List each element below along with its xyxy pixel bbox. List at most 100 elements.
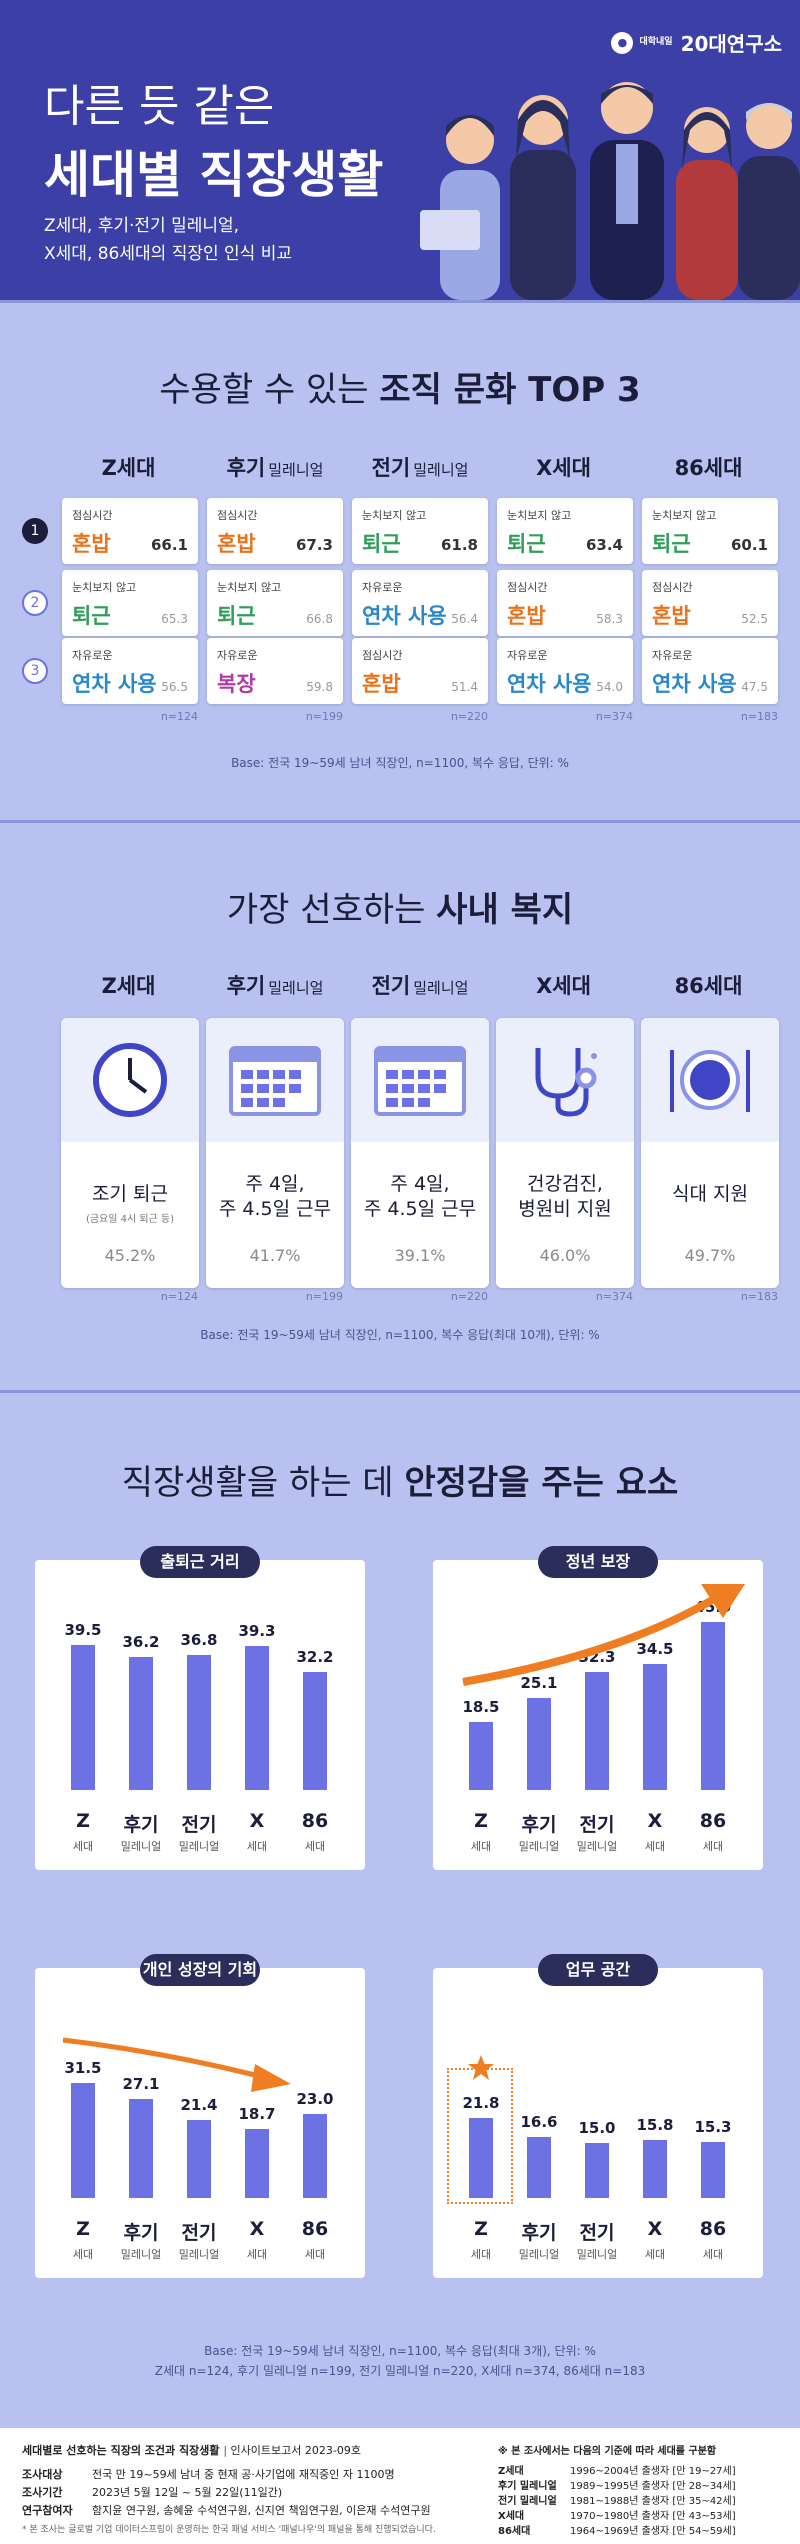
culture-base-note: Base: 전국 19~59세 남녀 직장인, n=1100, 복수 응답, 단… (231, 756, 569, 770)
culture-card-label: 점심시간 (652, 581, 693, 594)
culture-card-value: 51.4 (451, 680, 478, 694)
welfare-section-title: 가장 선호하는 사내 복지 (0, 882, 800, 931)
panel-title: 정년 보장 (538, 1546, 658, 1578)
hero-subtitle: Z세대, 후기·전기 밀레니얼, X세대, 86세대의 직장인 인식 비교 (44, 212, 292, 268)
panel-title: 개인 성장의 기회 (140, 1954, 260, 1986)
chart-bar (701, 1621, 725, 1790)
welfare-item-name: 식대 지원 (641, 1182, 779, 1207)
welfare-item-percent: 45.2% (104, 1246, 156, 1265)
generation-name: 86세대 (674, 456, 743, 480)
chart-bar (187, 2119, 211, 2198)
generation-name: 후기 (226, 974, 266, 998)
generation-header: 후기 밀레니얼 (205, 970, 345, 1000)
x-tick-sublabel: 세대 (702, 2248, 724, 2261)
x-tick-sublabel: 세대 (702, 1840, 724, 1853)
bar-value-label: 21.8 (462, 2094, 500, 2113)
chart-bar (527, 2137, 551, 2198)
footer-row-key: 조사대상 (22, 2468, 63, 2481)
culture-card-label: 자유로운 (507, 649, 548, 662)
culture-card-label: 자유로운 (217, 649, 258, 662)
chart-bar (585, 1671, 609, 1790)
hero-banner: ● 대학내일 20대연구소 다른 듯 같은 세대별 직장생활 Z세대, 후기·전… (0, 0, 800, 300)
generation-name: 86세대 (674, 974, 743, 998)
culture-card-label: 눈치보지 않고 (362, 509, 427, 522)
culture-card-label: 자유로운 (362, 581, 403, 594)
culture-card: 눈치보지 않고 퇴근 63.4 (497, 498, 633, 564)
culture-card-value: 67.3 (295, 536, 333, 554)
footer-gen-value: 1964~1969년 출생자 [만 54~59세] (570, 2526, 736, 2537)
culture-card-value: 61.8 (440, 536, 478, 554)
x-tick-label: 후기 (521, 2222, 557, 2244)
chart-bar (187, 1655, 211, 1790)
footer-title: 세대별로 선호하는 직장의 조건과 직장생활 (22, 2444, 220, 2457)
footer-row-key: 연구참여자 (22, 2504, 73, 2517)
culture-card-label: 점심시간 (217, 509, 258, 522)
x-tick-label: 86 (699, 1810, 727, 1832)
chart-bar (527, 1697, 551, 1790)
culture-card-name: 연차 사용 (507, 672, 592, 696)
chart-bar (71, 1645, 95, 1790)
x-tick-label: X (249, 1810, 265, 1832)
culture-card: 눈치보지 않고 퇴근 66.8 (207, 570, 343, 636)
sample-size: n=199 (305, 710, 343, 723)
culture-card-name: 혼밥 (217, 532, 256, 556)
rank-badge: 3 (22, 658, 48, 684)
welfare-item-name: 주 4일, 주 4.5일 근무 (206, 1172, 344, 1222)
bar-value-label: 15.0 (578, 2119, 616, 2137)
x-tick-sublabel: 세대 (644, 1840, 666, 1853)
culture-title-bold: 조직 문화 TOP 3 (379, 370, 641, 410)
x-tick-label: Z (76, 1810, 90, 1832)
welfare-item-line2: 주 4.5일 근무 (218, 1198, 332, 1220)
culture-card: 눈치보지 않고 퇴근 65.3 (62, 570, 198, 636)
culture-card-name: 퇴근 (652, 532, 691, 556)
bar-value-label: 15.3 (694, 2117, 732, 2136)
sample-size: n=220 (450, 710, 488, 723)
welfare-icon-area (61, 1018, 199, 1142)
chart-bar (303, 2113, 327, 2198)
welfare-icon-area (351, 1018, 489, 1142)
panel-title: 업무 공간 (538, 1954, 658, 1986)
culture-card-value: 63.4 (585, 536, 623, 554)
bar-value-label: 25.1 (520, 1673, 558, 1692)
culture-card-name: 혼밥 (652, 604, 691, 628)
x-tick-label: 86 (301, 2218, 329, 2240)
sample-size: n=199 (305, 1290, 343, 1303)
footer-gen-key: X세대 (498, 2511, 525, 2522)
culture-card-name: 연차 사용 (362, 604, 447, 628)
bar-value-label: 34.5 (636, 1639, 674, 1658)
welfare-item-line2: 병원비 지원 (518, 1198, 612, 1220)
chart-bar (245, 1645, 269, 1790)
x-tick-sublabel: 세대 (470, 1840, 492, 1853)
brand-name: 20대연구소 (680, 32, 782, 56)
hero-subtitle-line1: Z세대, 후기·전기 밀레니얼, (44, 216, 240, 236)
generation-suffix: 밀레니얼 (413, 979, 469, 997)
rank-badge: 2 (22, 590, 48, 616)
rank-badge: 1 (22, 518, 48, 544)
generation-name: Z세대 (101, 456, 156, 480)
culture-card-name: 퇴근 (507, 532, 546, 556)
panel-title: 출퇴근 거리 (140, 1546, 260, 1578)
generation-name: 후기 (226, 456, 266, 480)
chart-bar (701, 2141, 725, 2198)
chart-bar (129, 2098, 153, 2198)
chart-bar (71, 2082, 95, 2198)
welfare-card: 주 4일, 주 4.5일 근무 41.7% (206, 1018, 344, 1288)
generation-name: 전기 (371, 456, 411, 480)
x-tick-label: Z (76, 2218, 90, 2240)
culture-card-value: 60.1 (730, 536, 768, 554)
x-tick-label: 후기 (123, 2222, 159, 2244)
section-divider (0, 820, 800, 823)
welfare-item-name: 건강검진, 병원비 지원 (496, 1172, 634, 1222)
generation-header: 후기 밀레니얼 (205, 452, 345, 482)
welfare-card: 주 4일, 주 4.5일 근무 39.1% (351, 1018, 489, 1288)
culture-card-value: 59.8 (306, 680, 333, 694)
footer-gen-key: 전기 밀레니얼 (498, 2496, 557, 2507)
culture-card-value: 65.3 (161, 612, 188, 626)
culture-card-label: 눈치보지 않고 (652, 509, 717, 522)
culture-card: 자유로운 연차 사용 54.0 (497, 638, 633, 704)
x-tick-label: 전기 (181, 2222, 217, 2244)
generation-suffix: 밀레니얼 (268, 461, 324, 479)
brand-logo: ● 대학내일 20대연구소 (611, 28, 782, 57)
